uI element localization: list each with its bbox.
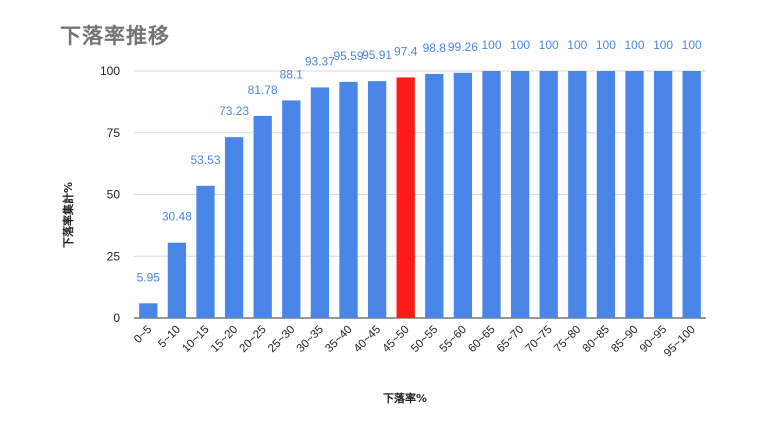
x-tick-label: 20~25 <box>237 324 268 355</box>
y-tick-label: 50 <box>107 188 121 202</box>
x-tick-label: 65~70 <box>495 324 526 355</box>
x-tick-label: 40~45 <box>352 324 383 355</box>
data-label: 100 <box>510 38 530 52</box>
data-label: 73.23 <box>219 104 249 118</box>
bar <box>282 100 301 318</box>
x-tick-label: 95~100 <box>662 324 698 360</box>
data-label: 93.37 <box>305 54 335 68</box>
data-label: 100 <box>653 38 673 52</box>
x-axis-title: 下落率% <box>383 391 427 405</box>
y-axis-title: 下落率集計% <box>61 182 75 248</box>
chart-title: 下落率推移 <box>60 24 170 48</box>
bars <box>139 71 701 319</box>
data-label: 5.95 <box>137 270 161 284</box>
bar <box>539 71 558 318</box>
bar <box>310 87 330 318</box>
data-label: 100 <box>682 38 702 52</box>
data-label: 100 <box>567 38 587 52</box>
bar <box>167 242 187 318</box>
bar <box>224 137 244 318</box>
x-tick-label: 45~50 <box>380 324 411 355</box>
bar <box>482 71 501 318</box>
bar <box>682 71 701 318</box>
x-tick-labels: 0~5 5~1010~1515~2020~2525~3030~3535~4040~… <box>132 324 698 360</box>
x-tick-label: 30~35 <box>295 324 326 355</box>
bar <box>339 81 358 318</box>
x-tick-label: 0~5 <box>132 324 154 346</box>
bar <box>653 71 673 318</box>
data-label: 100 <box>624 38 644 52</box>
data-label: 30.48 <box>162 210 192 224</box>
y-tick-label: 25 <box>107 249 121 263</box>
x-tick-label: 50~55 <box>409 324 440 355</box>
x-tick-label: 75~80 <box>552 324 583 355</box>
data-label: 95.91 <box>362 48 392 62</box>
y-tick-label: 0 <box>113 311 120 325</box>
bar <box>253 116 272 318</box>
data-label: 88.1 <box>280 67 304 81</box>
data-label: 53.53 <box>190 153 220 167</box>
bar <box>367 81 387 319</box>
data-label: 100 <box>596 38 616 52</box>
x-tick-label: 25~30 <box>266 324 297 355</box>
x-tick-label: 10~15 <box>180 324 211 355</box>
x-tick-label: 60~65 <box>466 324 497 355</box>
bar <box>625 71 644 318</box>
y-tick-labels: 0 25 50 75 100 <box>100 64 120 325</box>
bar <box>568 71 587 318</box>
bar <box>139 303 158 318</box>
data-label: 98.8 <box>423 41 447 55</box>
bar <box>453 72 473 319</box>
data-label: 100 <box>539 38 559 52</box>
bar <box>396 77 415 318</box>
data-label: 97.4 <box>394 44 418 58</box>
x-tick-label: 85~90 <box>609 324 640 355</box>
x-tick-label: 70~75 <box>523 324 554 355</box>
bar <box>425 73 444 319</box>
data-label: 100 <box>481 38 501 52</box>
y-tick-label: 100 <box>100 64 120 78</box>
x-tick-label: 15~20 <box>209 324 240 355</box>
x-tick-label: 80~85 <box>581 324 612 355</box>
data-labels: 5.95 30.48 53.53 73.23 81.7888.193.3795.5995… <box>137 38 702 284</box>
x-tick-label: 35~40 <box>323 324 354 355</box>
data-label: 81.78 <box>248 83 278 97</box>
bar <box>510 71 530 318</box>
x-tick-label: 55~60 <box>438 324 469 355</box>
data-label: 95.59 <box>333 49 363 63</box>
data-label: 99.26 <box>448 40 478 54</box>
bar <box>196 185 215 318</box>
bar <box>596 71 616 318</box>
y-tick-label: 75 <box>107 126 121 140</box>
